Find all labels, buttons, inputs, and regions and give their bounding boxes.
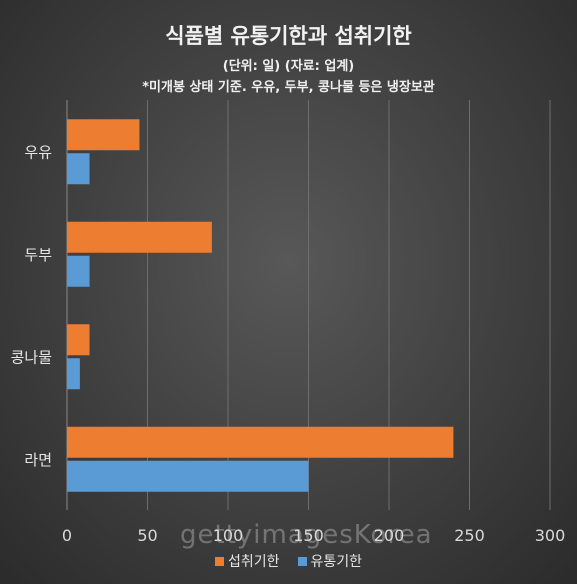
bar-유통기한-라면 xyxy=(67,460,309,492)
bar-유통기한-두부 xyxy=(67,255,90,287)
x-tick-label: 250 xyxy=(454,526,485,545)
category-label: 콩나물 xyxy=(11,348,52,366)
legend-label-1: 유통기한 xyxy=(310,554,363,570)
category-label: 우유 xyxy=(24,143,52,161)
x-tick-label: 150 xyxy=(293,526,324,545)
x-tick-label: 200 xyxy=(374,526,405,545)
chart-subtitle: (단위: 일) (자료: 업계) xyxy=(222,59,355,74)
chart-note: *미개봉 상태 기준. 우유, 두부, 콩나물 등은 냉장보관 xyxy=(142,80,435,95)
bar-유통기한-콩나물 xyxy=(67,358,80,390)
bar-유통기한-우유 xyxy=(67,153,90,185)
chart-legend: 섭취기한 유통기한 xyxy=(0,551,577,571)
bar-섭취기한-우유 xyxy=(67,119,140,151)
category-label: 두부 xyxy=(24,246,52,264)
category-label: 라면 xyxy=(24,451,52,469)
watermark: gettyimagesKorea xyxy=(180,520,433,550)
bar-섭취기한-라면 xyxy=(67,426,454,458)
legend-swatch-1 xyxy=(297,556,307,566)
bar-섭취기한-두부 xyxy=(67,221,212,253)
legend-label-0: 섭취기한 xyxy=(227,554,280,570)
x-tick-label: 0 xyxy=(62,526,72,545)
legend-item-0: 섭취기한 xyxy=(214,551,280,571)
x-tick-label: 50 xyxy=(137,526,157,545)
legend-swatch-0 xyxy=(214,556,224,566)
bar-섭취기한-콩나물 xyxy=(67,324,90,356)
legend-item-1: 유통기한 xyxy=(297,551,363,571)
x-tick-label: 100 xyxy=(213,526,244,545)
chart-title: 식품별 유통기한과 섭취기한 xyxy=(165,24,412,48)
x-tick-label: 300 xyxy=(535,526,566,545)
